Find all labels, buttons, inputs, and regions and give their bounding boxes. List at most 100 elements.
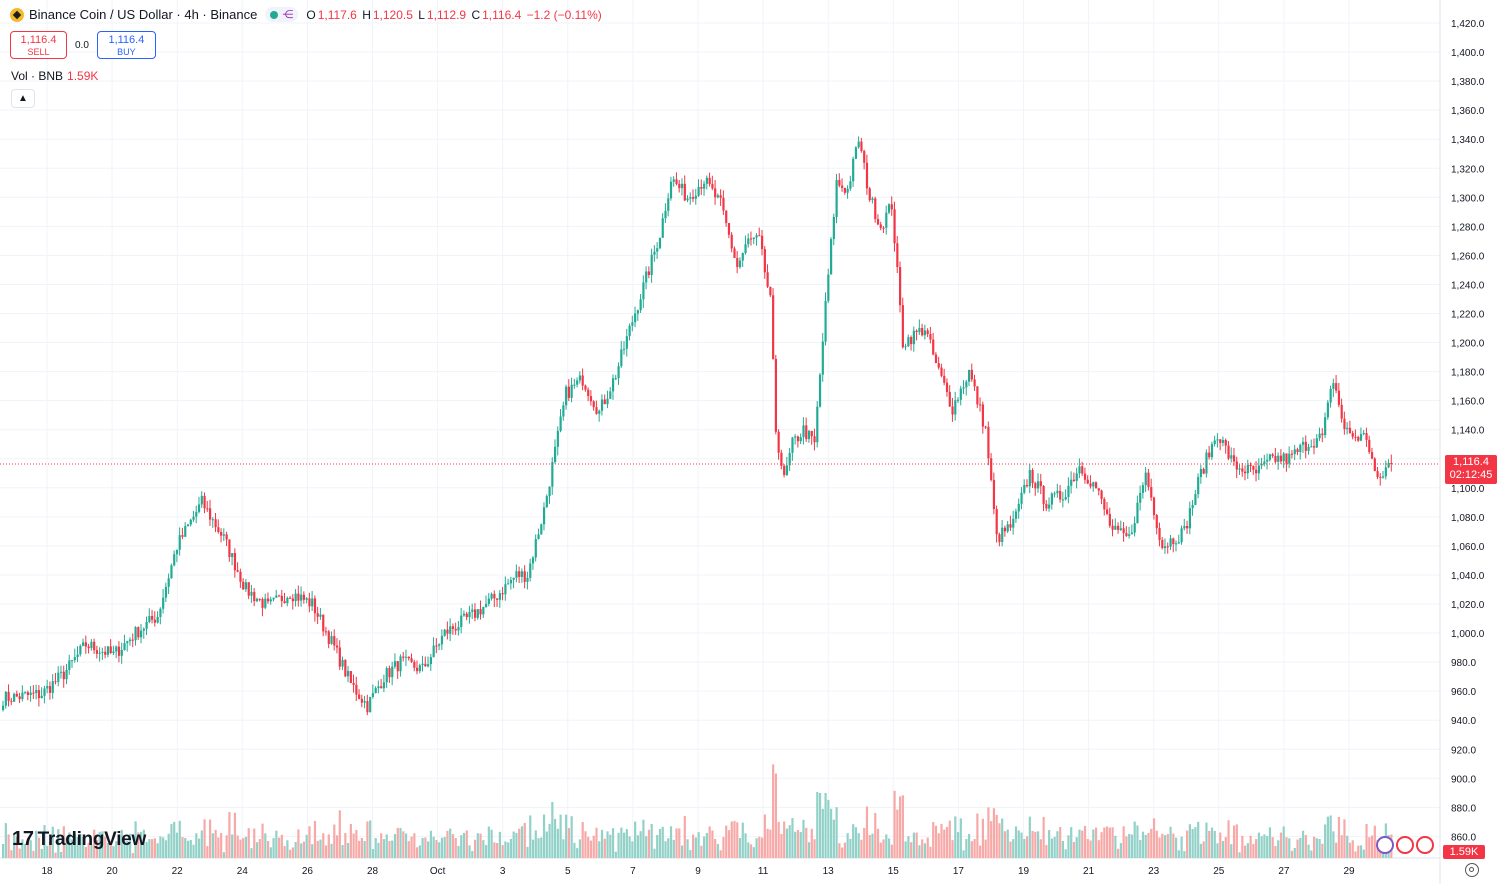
buy-button[interactable]: 1,116.4 BUY: [96, 31, 156, 59]
volume-bar: [744, 833, 747, 858]
tradingview-logo-icon: 17: [12, 828, 34, 850]
candle: [228, 539, 231, 562]
candle: [642, 275, 645, 308]
volume-bar: [598, 841, 601, 858]
volume-bar: [13, 833, 16, 858]
volume-bar: [261, 823, 264, 858]
candle: [1048, 497, 1051, 512]
market-status-pill[interactable]: ⋲: [265, 7, 299, 22]
volume-bar: [206, 846, 209, 858]
volume-bar: [159, 836, 162, 858]
candle: [1268, 453, 1272, 462]
volume-bar: [440, 837, 444, 858]
candle: [40, 687, 43, 699]
candle: [683, 175, 686, 202]
sell-button[interactable]: 1,116.4 SELL: [10, 31, 67, 59]
volume-bar: [407, 841, 410, 858]
candle: [1260, 457, 1263, 470]
candle: [233, 548, 237, 578]
volume-bar: [617, 832, 620, 858]
flag-us-icon[interactable]: [1416, 836, 1434, 854]
volume-bar: [1180, 836, 1183, 858]
volume-bar: [35, 830, 38, 858]
volume-bar: [184, 838, 187, 858]
volume-bar: [1117, 848, 1120, 858]
candle: [1111, 519, 1114, 537]
volume-bar: [1249, 835, 1252, 858]
candle: [556, 426, 559, 456]
volume-bar: [990, 821, 993, 858]
candle: [264, 593, 267, 610]
volume-bar: [518, 828, 521, 858]
candle: [970, 363, 973, 382]
event-star-icon[interactable]: [1376, 836, 1394, 854]
candle: [275, 589, 278, 598]
volume-bar: [32, 850, 35, 858]
volume-bar: [937, 833, 940, 858]
x-tick-label: 23: [1148, 866, 1160, 877]
candle: [987, 421, 990, 466]
volume-bar: [1106, 826, 1109, 858]
candle: [606, 390, 609, 409]
tradingview-logo[interactable]: 17 TradingView: [12, 828, 146, 850]
candle: [1075, 467, 1078, 489]
volume-bar: [1301, 830, 1305, 858]
share-icon[interactable]: ⋲: [282, 9, 294, 21]
x-tick-label: 3: [500, 866, 506, 877]
gear-icon[interactable]: [1465, 863, 1479, 877]
volume-bar: [15, 836, 18, 858]
volume-bar: [901, 795, 904, 858]
volume-bar: [18, 848, 21, 858]
volume-bar: [987, 807, 990, 858]
candle: [1282, 452, 1285, 468]
candle: [1199, 464, 1203, 484]
volume-bar: [338, 810, 341, 858]
flag-us-icon[interactable]: [1396, 836, 1414, 854]
volume-bar: [385, 834, 388, 858]
volume-bar: [1139, 840, 1142, 858]
candle: [388, 665, 391, 683]
volume-bar: [857, 833, 860, 858]
volume-bar: [843, 842, 846, 858]
candle: [167, 573, 170, 594]
candle: [399, 654, 402, 677]
candle: [1053, 491, 1056, 498]
symbol-title[interactable]: Binance Coin / US Dollar · 4h · Binance: [29, 7, 258, 22]
volume-bar: [1335, 842, 1338, 858]
candle: [76, 646, 79, 663]
volume-legend[interactable]: Vol · BNB 1.59K: [11, 69, 99, 83]
candle: [236, 562, 239, 573]
candle: [548, 486, 551, 504]
candle: [562, 401, 565, 421]
volume-bar: [940, 823, 943, 858]
y-tick-label: 900.0: [1451, 774, 1476, 785]
candle: [1139, 485, 1142, 511]
volume-bar: [1359, 845, 1363, 858]
volume-bar: [1315, 838, 1318, 858]
volume-bar: [976, 813, 979, 858]
candle: [554, 439, 557, 464]
candle: [918, 319, 921, 336]
volume-bar: [885, 834, 888, 858]
candle: [830, 237, 833, 275]
volume-bar: [1045, 845, 1048, 858]
candle: [708, 172, 711, 187]
candle: [352, 674, 355, 693]
volume-bar: [868, 834, 871, 858]
volume-bar: [170, 824, 173, 858]
candle: [609, 387, 612, 400]
volume-bar: [272, 838, 275, 858]
candle: [824, 292, 827, 346]
volume-bar: [1235, 824, 1238, 858]
candle: [777, 429, 780, 460]
volume-bar: [1252, 843, 1255, 858]
volume-bar: [137, 832, 140, 858]
candle: [664, 203, 667, 223]
candle: [1067, 477, 1070, 504]
candle: [51, 674, 54, 699]
candle: [1293, 444, 1296, 461]
chevron-up-icon[interactable]: ▲: [11, 89, 35, 108]
trade-buttons: 1,116.4 SELL 0.0 1,116.4 BUY: [10, 31, 156, 59]
volume-bar: [813, 839, 816, 858]
